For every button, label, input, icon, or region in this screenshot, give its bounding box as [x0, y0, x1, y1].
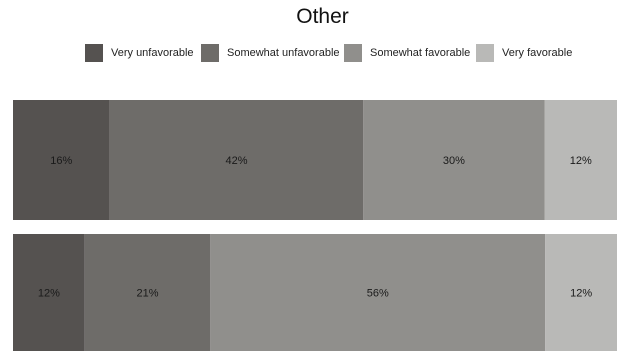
bar-segment — [545, 234, 617, 351]
chart-title: Other — [296, 5, 349, 28]
data-label: 16% — [50, 155, 72, 167]
bar-segment — [363, 100, 545, 220]
legend-item-somewhat-favorable: Somewhat favorable — [344, 43, 470, 63]
data-label: 12% — [570, 288, 592, 300]
bar-segment — [13, 234, 85, 351]
legend-swatch — [344, 44, 362, 62]
legend-swatch — [201, 44, 219, 62]
legend-item-very-favorable: Very favorable — [476, 43, 572, 63]
legend-item-somewhat-unfavorable: Somewhat unfavorable — [201, 43, 340, 63]
data-label: 21% — [137, 288, 159, 300]
legend-swatch — [476, 44, 494, 62]
legend: Very unfavorable Somewhat unfavorable So… — [0, 43, 617, 63]
data-label: 30% — [443, 155, 465, 167]
legend-item-very-unfavorable: Very unfavorable — [85, 43, 194, 63]
bar-segment — [544, 100, 617, 220]
legend-label: Very favorable — [502, 47, 573, 59]
data-label: 56% — [367, 288, 389, 300]
bar-segment — [109, 100, 364, 220]
legend-label: Somewhat favorable — [370, 47, 471, 59]
legend-label: Very unfavorable — [111, 47, 194, 59]
legend-swatch — [85, 44, 103, 62]
data-label: 12% — [38, 288, 60, 300]
bar-segment — [84, 234, 211, 351]
bar-segment — [210, 234, 546, 351]
legend-label: Somewhat unfavorable — [227, 47, 340, 59]
bar-segment — [13, 100, 110, 220]
data-label: 12% — [570, 155, 592, 167]
data-label: 42% — [225, 155, 247, 167]
